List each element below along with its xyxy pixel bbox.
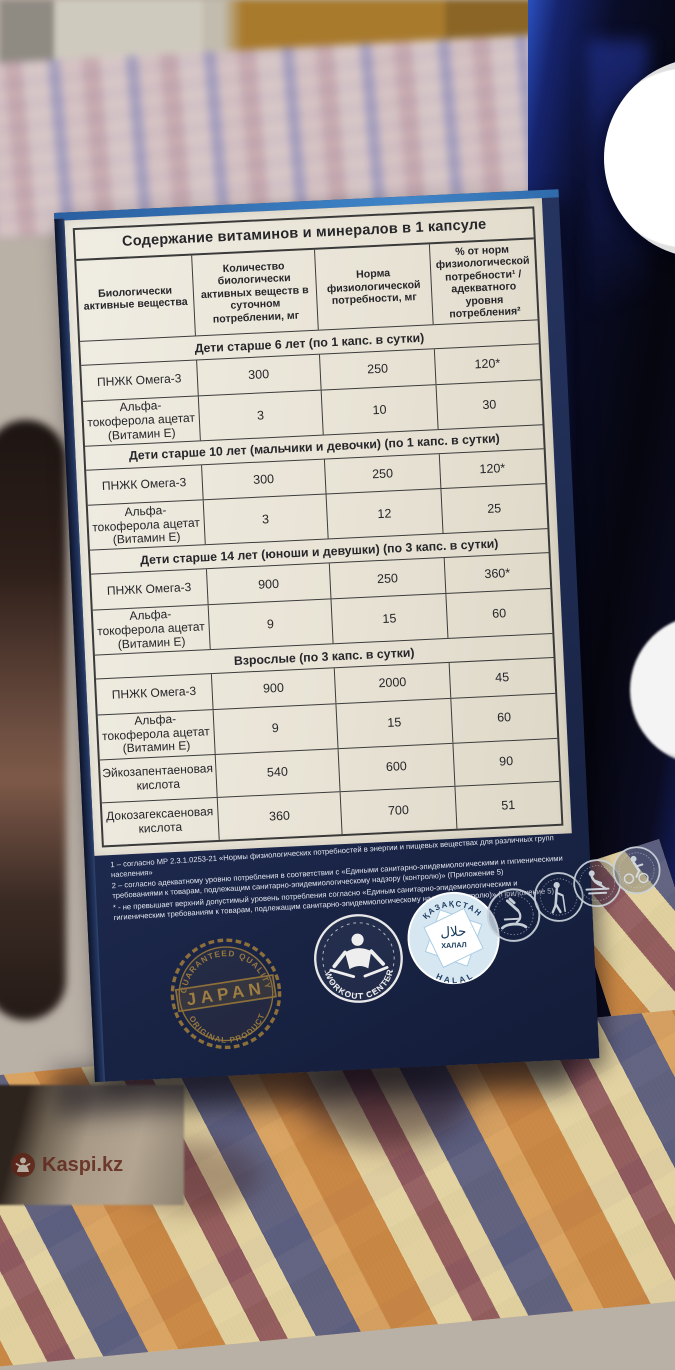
norm-value: 15: [335, 698, 453, 748]
percent-value: 30: [435, 380, 543, 430]
walking-person-icon: [533, 872, 584, 922]
kaspi-logo-icon: [11, 1153, 35, 1177]
percent-value: 25: [440, 484, 548, 534]
substance-name: Альфа-токоферола ацетат (Витамин Е): [101, 711, 210, 756]
for-sport-stamp: [610, 844, 662, 896]
percent-value: 120*: [438, 449, 546, 489]
substance-name: Докозагексаеновая кислота: [105, 804, 214, 836]
amount-value: 900: [210, 668, 336, 709]
percent-value: 45: [448, 657, 556, 698]
substance-name: ПНЖК Омега-3: [96, 370, 182, 389]
amount-value: 360: [216, 791, 342, 840]
percent-value: 90: [452, 738, 560, 786]
hand: [0, 420, 66, 1020]
column-header: Количество биологически активных веществ…: [190, 249, 318, 336]
nutrition-label: Содержание витаминов и минералов в 1 кап…: [64, 198, 572, 856]
amount-value: 900: [205, 563, 331, 605]
norm-value: 15: [330, 594, 448, 644]
percent-value: 120*: [433, 344, 541, 385]
substance-name: Альфа-токоферола ацетат (Витамин Е): [86, 398, 196, 443]
amount-value: 300: [195, 355, 321, 396]
norm-value: 12: [325, 489, 443, 539]
substance-name: Эйкозапентаеновая кислота: [102, 760, 214, 793]
column-header: % от норм физиологической потребности¹ /…: [428, 239, 538, 325]
amount-value: 300: [200, 459, 326, 500]
norm-value: 700: [339, 786, 457, 835]
japan-stamp-icon: GUARANTEED QUALITY ORIGINAL PRODUCT JAPA…: [170, 938, 282, 1050]
workout-figure-icon: WORKOUT CENTER: [314, 914, 403, 1003]
substance-name: Альфа-токоферола ацетат (Витамин Е): [91, 502, 201, 547]
nutrition-table: Содержание витаминов и минералов в 1 кап…: [72, 206, 564, 848]
microscope-icon: [486, 888, 541, 942]
column-header: Биологически активные вещества: [83, 284, 188, 313]
amount-value: 3: [197, 390, 323, 441]
lab-tested-stamp: [484, 886, 543, 945]
percent-value: 360*: [443, 553, 551, 594]
substance-name: ПНЖК Омега-3: [101, 475, 187, 494]
norm-value: 600: [337, 743, 455, 791]
norm-value: 250: [324, 454, 441, 494]
product-box: Содержание витаминов и минералов в 1 кап…: [54, 189, 661, 1083]
cyclist-icon: [612, 846, 661, 895]
substance-name: ПНЖК Омега-3: [106, 579, 192, 598]
percent-value: 60: [445, 589, 553, 638]
halal-center-text: ХАЛАЛ: [441, 940, 467, 950]
amount-value: 9: [207, 599, 333, 650]
substance-name: Альфа-токоферола ацетат (Витамин Е): [96, 607, 206, 652]
japan-quality-stamp: GUARANTEED QUALITY ORIGINAL PRODUCT JAPA…: [166, 934, 285, 1053]
for-elderly-stamp: [532, 870, 586, 924]
substance-name: ПНЖК Омега-3: [111, 684, 197, 703]
amount-value: 9: [212, 703, 338, 754]
norm-value: 2000: [333, 662, 450, 703]
seated-person-icon: [573, 859, 622, 908]
watermark-text: Kaspi.kz: [42, 1153, 124, 1176]
norm-value: 10: [320, 385, 438, 435]
percent-value: 60: [449, 693, 558, 743]
for-rehabilitation-stamp: [571, 857, 623, 909]
norm-value: 250: [328, 558, 445, 599]
halal-arabic-text: حلال: [440, 923, 467, 939]
percent-value: 51: [454, 781, 562, 829]
kaspi-watermark: Kaspi.kz: [10, 1152, 123, 1178]
workout-center-stamp: WORKOUT CENTER: [309, 909, 407, 1007]
amount-value: 3: [202, 494, 328, 545]
norm-value: 250: [319, 349, 436, 390]
amount-value: 540: [214, 748, 340, 797]
column-header: Норма физиологической потребности, мг: [314, 244, 433, 331]
